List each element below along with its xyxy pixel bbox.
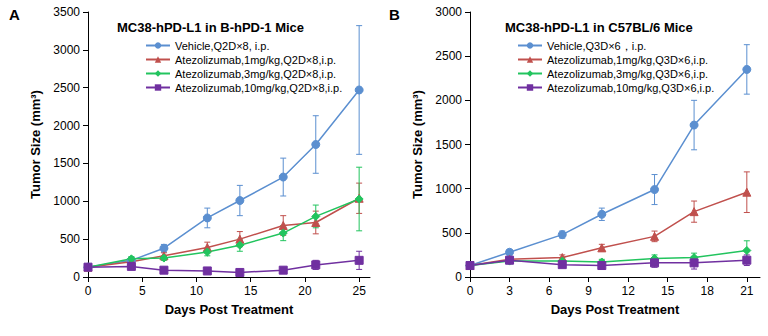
svg-text:25: 25	[352, 284, 366, 298]
svg-text:3: 3	[506, 284, 513, 298]
svg-text:MC38-hPD-L1 in C57BL/6 Mice: MC38-hPD-L1 in C57BL/6 Mice	[505, 20, 693, 35]
svg-text:1000: 1000	[53, 194, 80, 208]
svg-text:21: 21	[740, 284, 754, 298]
svg-text:Vehicle,Q2D×8, i.p.: Vehicle,Q2D×8, i.p.	[175, 40, 269, 52]
svg-text:Atezolizumab,10mg/kg,Q2D×8,i.p: Atezolizumab,10mg/kg,Q2D×8,i.p.	[175, 82, 342, 94]
svg-text:3000: 3000	[435, 5, 462, 19]
svg-text:Days Post Treatment: Days Post Treatment	[551, 302, 680, 317]
svg-text:1000: 1000	[435, 182, 462, 196]
svg-text:Atezolizumab,10mg/kg,Q3D×6,i.p: Atezolizumab,10mg/kg,Q3D×6,i.p.	[547, 82, 714, 94]
svg-text:2000: 2000	[435, 93, 462, 107]
svg-text:Tumor Size (mm³): Tumor Size (mm³)	[410, 90, 425, 199]
svg-text:20: 20	[298, 284, 312, 298]
svg-text:15: 15	[661, 284, 675, 298]
svg-text:A: A	[9, 6, 20, 23]
svg-text:Atezolizumab,1mg/kg,Q3D×6,i.p.: Atezolizumab,1mg/kg,Q3D×6,i.p.	[547, 54, 708, 66]
svg-text:10: 10	[190, 284, 204, 298]
svg-text:0: 0	[467, 284, 474, 298]
svg-text:Vehicle,Q3D×6，i.p.: Vehicle,Q3D×6，i.p.	[547, 40, 646, 52]
svg-text:Atezolizumab,3mg/kg,Q3D×6,i.p.: Atezolizumab,3mg/kg,Q3D×6,i.p.	[547, 68, 708, 80]
svg-text:0: 0	[73, 270, 80, 284]
svg-text:0: 0	[85, 284, 92, 298]
svg-text:2500: 2500	[435, 49, 462, 63]
svg-text:12: 12	[622, 284, 636, 298]
svg-text:3500: 3500	[53, 5, 80, 19]
svg-text:1500: 1500	[435, 138, 462, 152]
svg-text:2000: 2000	[53, 119, 80, 133]
svg-text:18: 18	[701, 284, 715, 298]
svg-text:Atezolizumab,3mg/kg,Q2D×8,i.p.: Atezolizumab,3mg/kg,Q2D×8,i.p.	[175, 68, 336, 80]
svg-text:0: 0	[455, 270, 462, 284]
svg-text:9: 9	[585, 284, 592, 298]
svg-text:3000: 3000	[53, 43, 80, 57]
svg-text:2500: 2500	[53, 81, 80, 95]
svg-text:MC38-hPD-L1 in B-hPD-1 Mice: MC38-hPD-L1 in B-hPD-1 Mice	[117, 20, 304, 35]
svg-text:15: 15	[244, 284, 258, 298]
svg-text:1500: 1500	[53, 156, 80, 170]
svg-text:5: 5	[139, 284, 146, 298]
svg-text:Atezolizumab,1mg/kg,Q2D×8,i.p.: Atezolizumab,1mg/kg,Q2D×8,i.p.	[175, 54, 336, 66]
svg-text:500: 500	[60, 232, 80, 246]
svg-text:500: 500	[442, 226, 462, 240]
svg-text:Days Post Treatment: Days Post Treatment	[165, 302, 294, 317]
svg-text:6: 6	[546, 284, 553, 298]
svg-text:Tumor Size (mm³): Tumor Size (mm³)	[28, 90, 43, 199]
svg-text:B: B	[389, 6, 400, 23]
